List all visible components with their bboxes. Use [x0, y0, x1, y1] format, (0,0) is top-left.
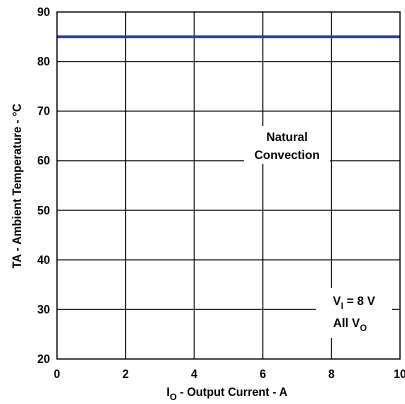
- plot-frame: [56, 11, 401, 360]
- x-tick-labels: 0 2 4 6 8 10: [54, 369, 405, 381]
- y-tick-labels: 20 30 40 50 60 70 80 90: [37, 7, 50, 366]
- convection-label-line2: Convection: [254, 148, 319, 162]
- x-tick-label: 2: [122, 369, 128, 381]
- y-tick-label: 30: [37, 304, 50, 316]
- y-tick-label: 60: [37, 156, 50, 168]
- y-tick-label: 70: [37, 106, 50, 118]
- y-tick-label: 20: [37, 354, 50, 366]
- x-tick-label: 0: [54, 369, 60, 381]
- convection-label-bg: [244, 126, 330, 164]
- conditions-label-bg: [316, 288, 392, 338]
- y-tick-label: 40: [37, 255, 50, 267]
- x-tick-label: 4: [191, 369, 198, 381]
- vi-condition-label: VI = 8 V: [333, 294, 375, 311]
- x-tick-label: 6: [260, 369, 266, 381]
- x-tick-label: 8: [328, 369, 335, 381]
- grid: [57, 12, 400, 359]
- all-vo-condition-label: All VO: [333, 316, 367, 333]
- y-axis-title: TA - Ambient Temperature - °C: [12, 104, 24, 269]
- y-tick-label: 90: [37, 7, 50, 19]
- y-tick-label: 50: [37, 205, 50, 217]
- x-tick-label: 10: [394, 369, 405, 381]
- x-axis-title: IO - Output Current - A: [167, 387, 288, 402]
- convection-label-line1: Natural: [266, 130, 307, 144]
- y-tick-label: 80: [37, 57, 50, 69]
